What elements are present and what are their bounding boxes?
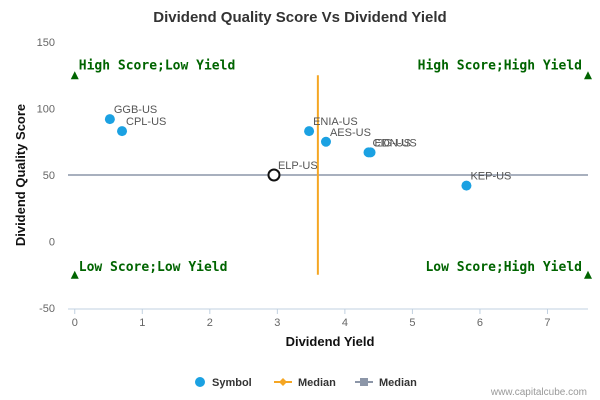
x-tick-label: 6 (477, 317, 483, 329)
point-label: KEP-US (470, 171, 511, 183)
x-axis-title: Dividend Yield (286, 334, 375, 349)
scatter-point[interactable] (117, 126, 128, 137)
x-tick-label: 0 (72, 317, 78, 329)
scatter-point[interactable] (320, 136, 331, 147)
y-axis-ticks: -50 0 50 100 150 (37, 37, 55, 315)
legend-median-y-marker (360, 378, 368, 386)
quadrant-label-top-left: High Score;Low Yield (79, 58, 236, 73)
quadrant-label-bottom-left: Low Score;Low Yield (79, 260, 228, 275)
highlight-marker[interactable] (267, 168, 281, 182)
quadrant-labels: High Score;Low Yield High Score;High Yie… (70, 58, 592, 279)
scatter-point[interactable] (365, 147, 376, 158)
x-tick-label: 7 (544, 317, 550, 329)
quadrant-label-top-right: High Score;High Yield (418, 58, 582, 73)
y-tick-label: 100 (37, 104, 55, 116)
legend-label-median-x: Median (298, 377, 336, 389)
legend-median-x-marker (279, 378, 287, 386)
plot-area: 0 1 2 3 4 5 6 7 -50 0 50 100 150 High Score;Low Yie… (37, 37, 592, 329)
point-label: AES-US (330, 127, 371, 139)
y-tick-label: 0 (49, 237, 55, 249)
y-tick-label: 50 (43, 170, 55, 182)
point-label: CIG-US (373, 137, 412, 149)
point-label: CPL-US (126, 116, 166, 128)
x-tick-label: 5 (409, 317, 415, 329)
x-tick-label: 4 (342, 317, 348, 329)
point-label: EDN-US (375, 137, 417, 149)
highlight-point: ELP-US (267, 160, 318, 182)
quadrant-marker-icon (584, 270, 592, 279)
quadrant-marker-icon (584, 71, 592, 80)
legend: Symbol Median Median (195, 377, 417, 389)
y-tick-label: -50 (39, 303, 55, 315)
scatter-point[interactable] (104, 114, 115, 125)
quadrant-marker-icon (70, 270, 79, 279)
highlight-label: ELP-US (278, 160, 318, 172)
x-axis-ticks: 0 1 2 3 4 5 6 7 (72, 309, 551, 329)
legend-label-median-y: Median (379, 377, 417, 389)
y-axis-title: Dividend Quality Score (13, 104, 28, 246)
x-tick-label: 3 (274, 317, 280, 329)
legend-symbol-marker (195, 377, 205, 387)
legend-item-symbol[interactable]: Symbol (195, 377, 252, 389)
point-label: ENIA-US (313, 116, 358, 128)
quadrant-label-bottom-right: Low Score;High Yield (425, 260, 582, 275)
x-tick-label: 1 (139, 317, 145, 329)
scatter-point[interactable] (461, 180, 472, 191)
quadrant-marker-icon (70, 71, 79, 80)
legend-label-symbol: Symbol (212, 377, 252, 389)
legend-item-median-y[interactable]: Median (355, 377, 417, 389)
point-label: GGB-US (114, 104, 157, 116)
y-tick-label: 150 (37, 37, 55, 49)
scatter-point[interactable] (304, 126, 315, 137)
credit-text[interactable]: www.capitalcube.com (490, 387, 587, 398)
chart-title: Dividend Quality Score Vs Dividend Yield (153, 9, 446, 26)
x-tick-label: 2 (207, 317, 213, 329)
legend-item-median-x[interactable]: Median (274, 377, 336, 389)
